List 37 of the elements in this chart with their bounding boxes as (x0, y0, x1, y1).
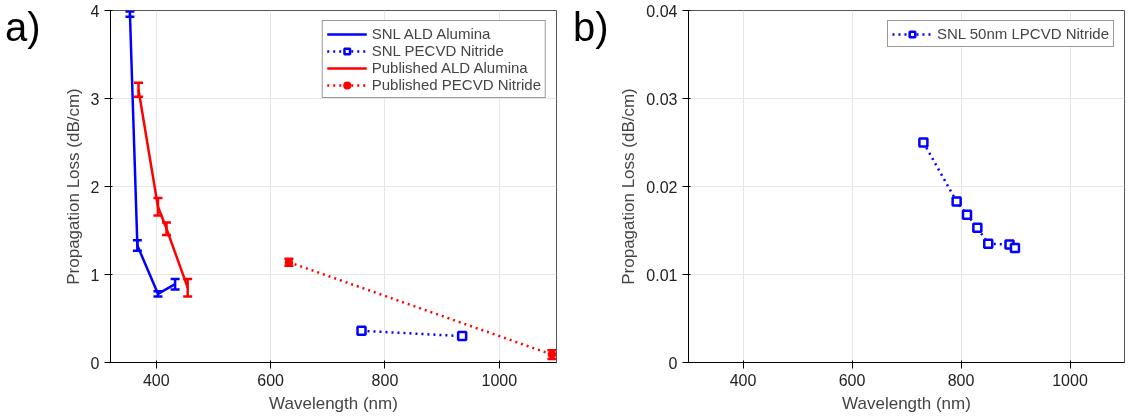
legend-label: SNL PECVD Nitride (371, 42, 504, 59)
text: a) (5, 5, 41, 49)
y-axis-title: Propagation Loss (dB/cm) (63, 88, 83, 285)
x-tick-label: 1000 (481, 371, 518, 389)
y-tick-label: 0.02 (646, 178, 678, 196)
legend-label: Published PECVD Nitride (371, 76, 541, 93)
point (1009, 242, 1021, 254)
y-tick-label: 0.04 (646, 2, 678, 20)
point (918, 137, 929, 148)
legend-label: SNL ALD Alumina (371, 25, 491, 42)
point (961, 209, 973, 220)
y-tick-label: 4 (90, 2, 100, 20)
legend-label: Published ALD Alumina (371, 59, 528, 76)
y-tick-label: 3 (90, 90, 100, 108)
y-axis-title: Propagation Loss (dB/cm) (619, 88, 639, 285)
y-tick-label: 2 (90, 178, 100, 196)
x-tick-label: 600 (838, 371, 866, 389)
point (951, 196, 962, 207)
point (983, 238, 994, 249)
y-tick-label: 0 (90, 354, 100, 372)
legend-label: SNL 50nm LPCVD Nitride (936, 25, 1109, 42)
x-tick-label: 400 (142, 371, 170, 389)
point (356, 325, 367, 337)
x-axis-title: Wavelength (nm) (842, 393, 971, 413)
x-tick-label: 1000 (1052, 371, 1088, 389)
point (972, 222, 983, 234)
x-tick-label: 600 (257, 371, 285, 389)
y-tick-label: 0.01 (646, 266, 678, 284)
point (456, 330, 468, 342)
x-tick-label: 800 (947, 371, 975, 389)
x-tick-label: 400 (729, 371, 757, 389)
y-tick-label: 0.03 (646, 90, 678, 108)
x-axis-title: Wavelength (nm) (269, 393, 398, 413)
y-tick-label: 0 (668, 354, 678, 372)
y-tick-label: 1 (90, 266, 100, 284)
x-tick-label: 800 (371, 371, 399, 389)
text: b) (573, 5, 609, 49)
